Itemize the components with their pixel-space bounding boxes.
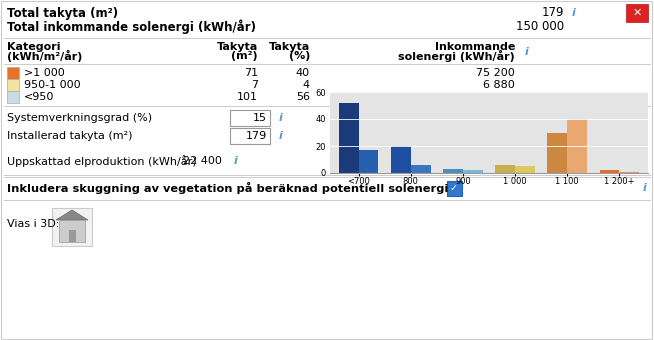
FancyBboxPatch shape [52,208,92,246]
Bar [358,150,379,173]
Text: <950: <950 [24,92,54,102]
Text: 67 900: 67 900 [476,92,515,102]
Text: Inkludera skuggning av vegetation på beräknad potentiell solenergi: Inkludera skuggning av vegetation på ber… [7,182,449,194]
Text: i: i [643,183,647,193]
Text: (kWh/m²/år): (kWh/m²/år) [7,50,82,62]
Text: 179: 179 [246,131,267,141]
Bar [567,119,587,173]
Text: ✓: ✓ [450,183,458,193]
Bar [443,169,463,173]
FancyBboxPatch shape [626,4,648,22]
Text: solenergi (kWh/år): solenergi (kWh/år) [398,50,515,62]
Text: 7: 7 [251,80,258,90]
Bar [391,146,411,173]
Text: 22 400: 22 400 [183,156,222,166]
FancyBboxPatch shape [59,220,85,242]
FancyBboxPatch shape [69,230,76,242]
Text: i: i [279,131,283,141]
FancyBboxPatch shape [230,110,270,126]
FancyBboxPatch shape [230,128,270,144]
Text: Total inkommande solenergi (kWh/år): Total inkommande solenergi (kWh/år) [7,20,256,34]
Text: >1 000: >1 000 [24,68,65,78]
Text: Takyta: Takyta [269,42,310,52]
Bar [619,172,639,173]
Text: 56: 56 [296,92,310,102]
Bar [495,165,515,173]
Text: 179: 179 [542,6,564,19]
FancyBboxPatch shape [7,79,19,91]
Text: (m²): (m²) [232,51,258,61]
Text: 950-1 000: 950-1 000 [24,80,80,90]
Text: Installerad takyta (m²): Installerad takyta (m²) [7,131,133,141]
Text: (%): (%) [288,51,310,61]
Bar [411,165,430,173]
Text: Vias i 3D:: Vias i 3D: [7,219,60,229]
Text: i: i [525,47,529,57]
Text: i: i [643,128,647,138]
Text: 40: 40 [296,68,310,78]
FancyBboxPatch shape [7,67,19,79]
Text: 71: 71 [244,68,258,78]
Bar [600,170,619,173]
Text: Takyta: Takyta [216,42,258,52]
Bar [463,170,483,173]
Text: 101: 101 [237,92,258,102]
Text: 75 200: 75 200 [476,68,515,78]
Text: 4: 4 [303,80,310,90]
Text: i: i [279,113,283,123]
Bar [339,103,358,173]
FancyBboxPatch shape [447,181,462,196]
FancyBboxPatch shape [7,91,19,103]
Text: ✕: ✕ [632,8,642,18]
Text: Kategori: Kategori [7,42,61,52]
Bar [547,133,567,173]
Text: i: i [572,8,576,18]
Text: i: i [234,156,238,166]
Polygon shape [56,210,88,220]
Text: 15: 15 [253,113,267,123]
Bar [515,166,535,173]
Text: Inkommande: Inkommande [435,42,515,52]
Text: Total takyta (m²): Total takyta (m²) [7,6,118,19]
Text: Systemverkningsgrad (%): Systemverkningsgrad (%) [7,113,152,123]
Text: Uppskattad elproduktion (kWh/år): Uppskattad elproduktion (kWh/år) [7,155,197,167]
Text: 150 000: 150 000 [516,20,564,34]
Text: 6 880: 6 880 [483,80,515,90]
